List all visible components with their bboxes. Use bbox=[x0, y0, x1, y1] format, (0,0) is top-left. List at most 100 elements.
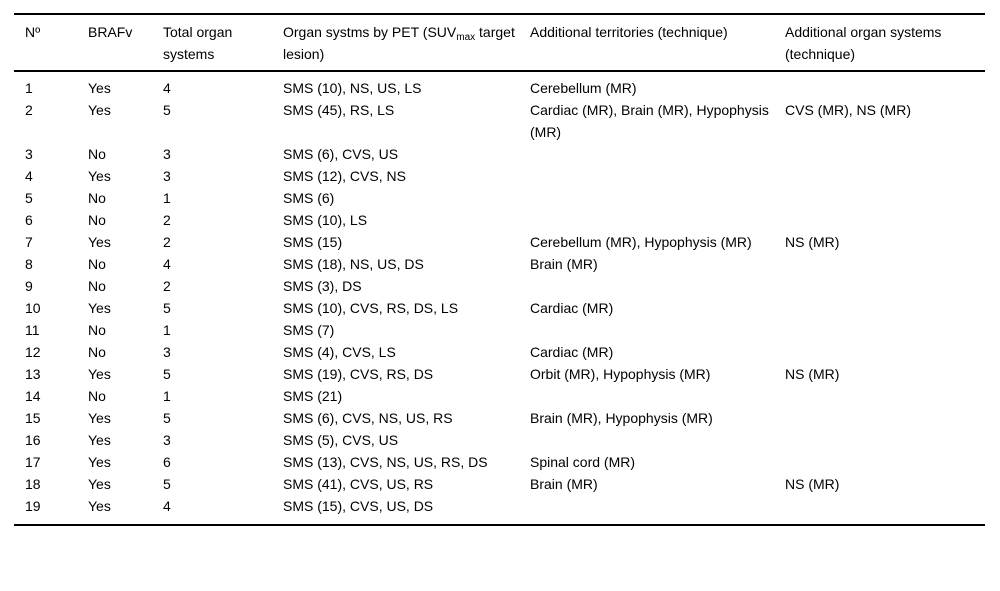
table-cell-total-organ-systems: 1 bbox=[163, 388, 171, 404]
table-cell-organ-systems-pet: SMS (13), CVS, NS, US, RS, DS bbox=[283, 454, 488, 470]
table-row: 16 Yes 3 SMS (5), CVS, US bbox=[14, 429, 985, 451]
table-cell-additional-organ-systems bbox=[785, 429, 985, 451]
table-cell-additional-territories bbox=[530, 165, 785, 187]
table-cell-no: 13 bbox=[25, 366, 41, 382]
table-cell-organ-systems-pet: SMS (12), CVS, NS bbox=[283, 168, 406, 184]
table-cell-additional-organ-systems bbox=[785, 253, 985, 275]
table-cell-brafv: Yes bbox=[88, 410, 111, 426]
table-cell-additional-organ-systems bbox=[785, 407, 985, 429]
table-cell-additional-organ-systems: CVS (MR), NS (MR) bbox=[785, 102, 911, 118]
column-header-total-organ-systems: Total organ systems bbox=[163, 14, 283, 72]
table-cell-no: 14 bbox=[25, 388, 41, 404]
column-header-label-pre: Organ systms by PET (SUV bbox=[283, 24, 457, 40]
column-header-label: Additional territories (technique) bbox=[530, 24, 728, 40]
table-cell-no: 2 bbox=[25, 102, 33, 118]
table-cell-total-organ-systems: 4 bbox=[163, 256, 171, 272]
table-cell-total-organ-systems: 2 bbox=[163, 234, 171, 250]
table-cell-total-organ-systems: 2 bbox=[163, 212, 171, 228]
table-cell-total-organ-systems: 4 bbox=[163, 498, 171, 514]
table-cell-no: 7 bbox=[25, 234, 33, 250]
table-cell-brafv: Yes bbox=[88, 80, 111, 96]
table-cell-no: 1 bbox=[25, 80, 33, 96]
table-row: 12 No 3 SMS (4), CVS, LS Cardiac (MR) bbox=[14, 341, 985, 363]
table-cell-no: 10 bbox=[25, 300, 41, 316]
column-header-additional-organ-systems: Additional organ systems (technique) bbox=[785, 14, 985, 72]
table-cell-total-organ-systems: 5 bbox=[163, 366, 171, 382]
suvmax-subscript: max bbox=[456, 32, 476, 43]
table-cell-additional-territories bbox=[530, 143, 785, 165]
table-cell-no: 6 bbox=[25, 212, 33, 228]
table-cell-no: 4 bbox=[25, 168, 33, 184]
table-cell-brafv: Yes bbox=[88, 102, 111, 118]
column-header-label-post: target lesion) bbox=[283, 24, 515, 62]
table-cell-no: 11 bbox=[25, 322, 40, 338]
table-row: 11 No 1 SMS (7) bbox=[14, 319, 985, 341]
column-header-label: Total organ systems bbox=[163, 24, 233, 62]
table-cell-organ-systems-pet: SMS (3), DS bbox=[283, 278, 362, 294]
table-cell-total-organ-systems: 5 bbox=[163, 476, 171, 492]
table-cell-additional-organ-systems: NS (MR) bbox=[785, 476, 840, 492]
table-cell-additional-territories bbox=[530, 429, 785, 451]
header-row: Nº BRAFv Total organ systems Organ systm… bbox=[14, 14, 985, 72]
table-cell-additional-organ-systems bbox=[785, 451, 985, 473]
table-row: 8 No 4 SMS (18), NS, US, DS Brain (MR) bbox=[14, 253, 985, 275]
table-cell-additional-organ-systems bbox=[785, 275, 985, 297]
table-cell-additional-territories: Brain (MR) bbox=[530, 256, 598, 272]
table-cell-additional-organ-systems bbox=[785, 143, 985, 165]
table-cell-additional-territories: Brain (MR), Hypophysis (MR) bbox=[530, 410, 713, 426]
table-cell-total-organ-systems: 1 bbox=[163, 322, 171, 338]
table-cell-organ-systems-pet: SMS (6), CVS, NS, US, RS bbox=[283, 410, 453, 426]
table-cell-additional-organ-systems bbox=[785, 209, 985, 231]
table-cell-organ-systems-pet: SMS (4), CVS, LS bbox=[283, 344, 396, 360]
table-cell-brafv: Yes bbox=[88, 300, 111, 316]
column-header-label: Additional organ systems (technique) bbox=[785, 24, 942, 62]
table-cell-brafv: No bbox=[88, 146, 106, 162]
table-cell-organ-systems-pet: SMS (10), NS, US, LS bbox=[283, 80, 422, 96]
patients-table: Nº BRAFv Total organ systems Organ systm… bbox=[14, 13, 985, 526]
column-header-no: Nº bbox=[14, 14, 88, 72]
table-cell-additional-territories bbox=[530, 275, 785, 297]
table-cell-organ-systems-pet: SMS (21) bbox=[283, 388, 343, 404]
table-cell-organ-systems-pet: SMS (15), CVS, US, DS bbox=[283, 498, 434, 514]
table-cell-brafv: No bbox=[88, 388, 106, 404]
table-cell-additional-organ-systems bbox=[785, 187, 985, 209]
table-row: 2 Yes 5 SMS (45), RS, LS Cardiac (MR), Brain… bbox=[14, 99, 985, 143]
table-row: 6 No 2 SMS (10), LS bbox=[14, 209, 985, 231]
table-row: 5 No 1 SMS (6) bbox=[14, 187, 985, 209]
table-cell-total-organ-systems: 5 bbox=[163, 102, 171, 118]
table-cell-additional-territories: Cardiac (MR) bbox=[530, 300, 614, 316]
column-header-organ-systems-pet: Organ systms by PET (SUVmax target lesio… bbox=[283, 14, 530, 72]
table-cell-organ-systems-pet: SMS (5), CVS, US bbox=[283, 432, 399, 448]
table-body: 1 Yes 4 SMS (10), NS, US, LS Cerebellum (MR)… bbox=[14, 71, 985, 525]
table-row: 14 No 1 SMS (21) bbox=[14, 385, 985, 407]
table-cell-additional-organ-systems bbox=[785, 385, 985, 407]
table-cell-no: 19 bbox=[25, 498, 41, 514]
document-page: Nº BRAFv Total organ systems Organ systm… bbox=[14, 13, 985, 526]
table-cell-no: 18 bbox=[25, 476, 41, 492]
table-cell-brafv: No bbox=[88, 344, 106, 360]
table-cell-total-organ-systems: 5 bbox=[163, 300, 171, 316]
table-cell-organ-systems-pet: SMS (6), CVS, US bbox=[283, 146, 399, 162]
table-cell-additional-territories: Cerebellum (MR) bbox=[530, 80, 637, 96]
table-cell-total-organ-systems: 3 bbox=[163, 344, 171, 360]
table-cell-additional-territories bbox=[530, 319, 785, 341]
table-cell-additional-territories: Orbit (MR), Hypophysis (MR) bbox=[530, 366, 711, 382]
table-cell-additional-territories bbox=[530, 385, 785, 407]
table-cell-brafv: Yes bbox=[88, 366, 111, 382]
table-cell-organ-systems-pet: SMS (6) bbox=[283, 190, 335, 206]
table-cell-additional-territories: Cerebellum (MR), Hypophysis (MR) bbox=[530, 234, 752, 250]
table-cell-additional-organ-systems bbox=[785, 71, 985, 99]
table-cell-brafv: Yes bbox=[88, 432, 111, 448]
table-cell-organ-systems-pet: SMS (15) bbox=[283, 234, 343, 250]
table-cell-additional-organ-systems bbox=[785, 495, 985, 525]
column-header-label: BRAFv bbox=[88, 24, 133, 40]
table-cell-no: 15 bbox=[25, 410, 41, 426]
table-cell-additional-territories: Cardiac (MR), Brain (MR), Hypophysis (MR… bbox=[530, 102, 769, 140]
table-cell-total-organ-systems: 3 bbox=[163, 168, 171, 184]
table-cell-brafv: Yes bbox=[88, 498, 111, 514]
table-cell-additional-territories: Spinal cord (MR) bbox=[530, 454, 636, 470]
column-header-additional-territories: Additional territories (technique) bbox=[530, 14, 785, 72]
table-cell-additional-territories: Brain (MR) bbox=[530, 476, 598, 492]
table-cell-no: 17 bbox=[25, 454, 41, 470]
table-cell-total-organ-systems: 5 bbox=[163, 410, 171, 426]
